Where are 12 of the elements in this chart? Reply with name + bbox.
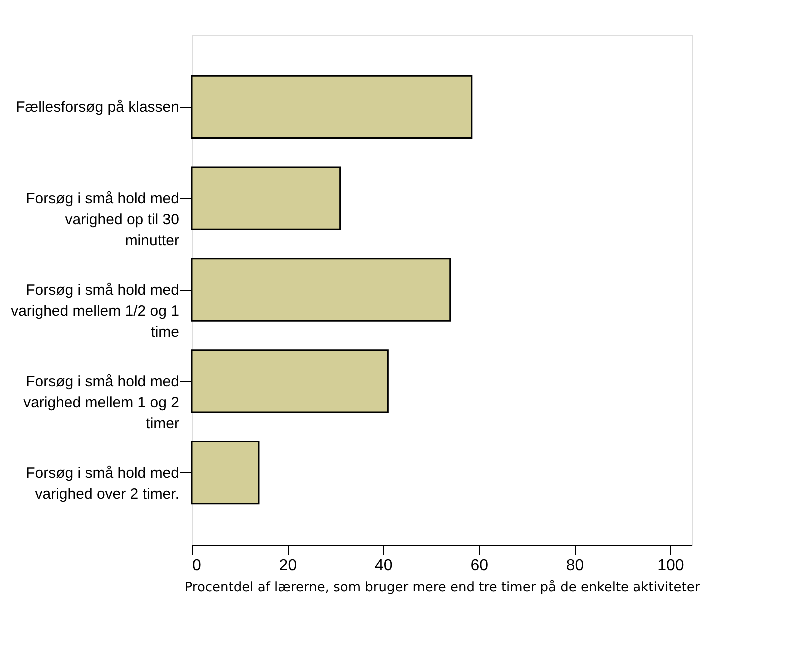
x-axis-title: Procentdel af lærerne, som bruger mere end tre timer på de enkelte aktiviteter <box>184 580 701 596</box>
y-tick-label: Forsøg i små hold med varighed op til 30 minutter <box>26 190 180 250</box>
x-tick-label: 80 <box>566 558 584 574</box>
x-tick-label: 100 <box>658 558 684 574</box>
x-tick-label: 20 <box>279 558 298 574</box>
x-tick-label: 40 <box>374 558 393 574</box>
y-tick-label: Fællesforsøg på klassen <box>16 99 180 116</box>
y-tick-label: Forsøg i små hold med varighed mellem 1 og 2 timer <box>24 373 180 432</box>
y-tick-label: Forsøg i små hold med varighed over 2 timer. <box>26 464 180 503</box>
y-tick-label: Forsøg i små hold med varighed mellem 1/2 og 1 time <box>11 282 180 341</box>
x-tick-label: 60 <box>470 558 489 574</box>
x-tick-label: 0 <box>192 558 202 574</box>
